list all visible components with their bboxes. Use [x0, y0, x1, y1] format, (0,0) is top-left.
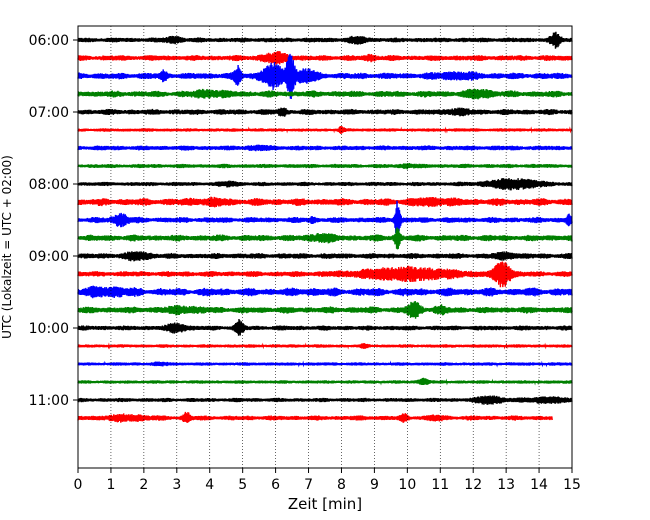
x-tick-label: 3	[172, 477, 181, 493]
x-tick-label: 7	[304, 477, 313, 493]
trace-11:00	[77, 411, 553, 423]
trace-08:00	[77, 196, 573, 208]
x-tick-label: 11	[431, 477, 449, 493]
x-tick-label: 6	[271, 477, 280, 493]
trace-09:15	[77, 285, 573, 299]
x-tick-label: 10	[398, 477, 416, 493]
trace-09:30	[77, 300, 573, 319]
trace-10:45	[77, 395, 573, 405]
x-tick-label: 5	[238, 477, 247, 493]
x-tick-label: 12	[464, 477, 482, 493]
x-axis: 0 1 2 3 4 5 6 7 8 9 10 11 12 13 14 15	[74, 468, 581, 493]
trace-10:00	[77, 342, 573, 350]
x-tick-label: 15	[563, 477, 581, 493]
trace-05:45	[77, 31, 573, 49]
x-axis-label: Zeit [min]	[288, 495, 362, 513]
x-tick-label: 9	[370, 477, 379, 493]
x-tick-label: 2	[139, 477, 148, 493]
y-axis-label: UTC (Lokalzeit = UTC + 02:00)	[0, 155, 14, 339]
y-tick-label: 08:00	[29, 177, 69, 193]
trace-06:15	[77, 53, 573, 100]
x-tick-label: 4	[205, 477, 214, 493]
trace-10:30	[77, 377, 573, 386]
trace-07:45	[77, 177, 573, 191]
y-tick-label: 09:00	[29, 249, 69, 265]
trace-09:00	[77, 261, 573, 288]
x-tick-label: 14	[530, 477, 548, 493]
trace-10:15	[77, 360, 573, 368]
trace-09:45	[77, 318, 573, 336]
y-tick-label: 07:00	[29, 105, 69, 121]
y-axis: 06:00 07:00 08:00 09:00 10:00 11:00	[29, 33, 78, 409]
x-tick-label: 8	[337, 477, 346, 493]
plot-frame	[77, 25, 573, 469]
trace-07:15	[77, 144, 573, 152]
trace-06:45	[77, 107, 573, 117]
trace-layer	[77, 31, 573, 423]
y-tick-label: 06:00	[29, 33, 69, 49]
trace-07:00	[77, 126, 573, 134]
x-tick-label: 1	[106, 477, 115, 493]
trace-08:30	[77, 227, 573, 250]
trace-06:30	[77, 88, 573, 100]
trace-07:30	[77, 163, 573, 170]
trace-08:15	[77, 200, 573, 236]
x-tick-label: 0	[74, 477, 83, 493]
x-tick-label: 13	[497, 477, 515, 493]
y-tick-label: 10:00	[29, 321, 69, 337]
trace-06:00	[77, 51, 573, 65]
y-tick-label: 11:00	[29, 393, 69, 409]
trace-08:45	[77, 251, 573, 262]
